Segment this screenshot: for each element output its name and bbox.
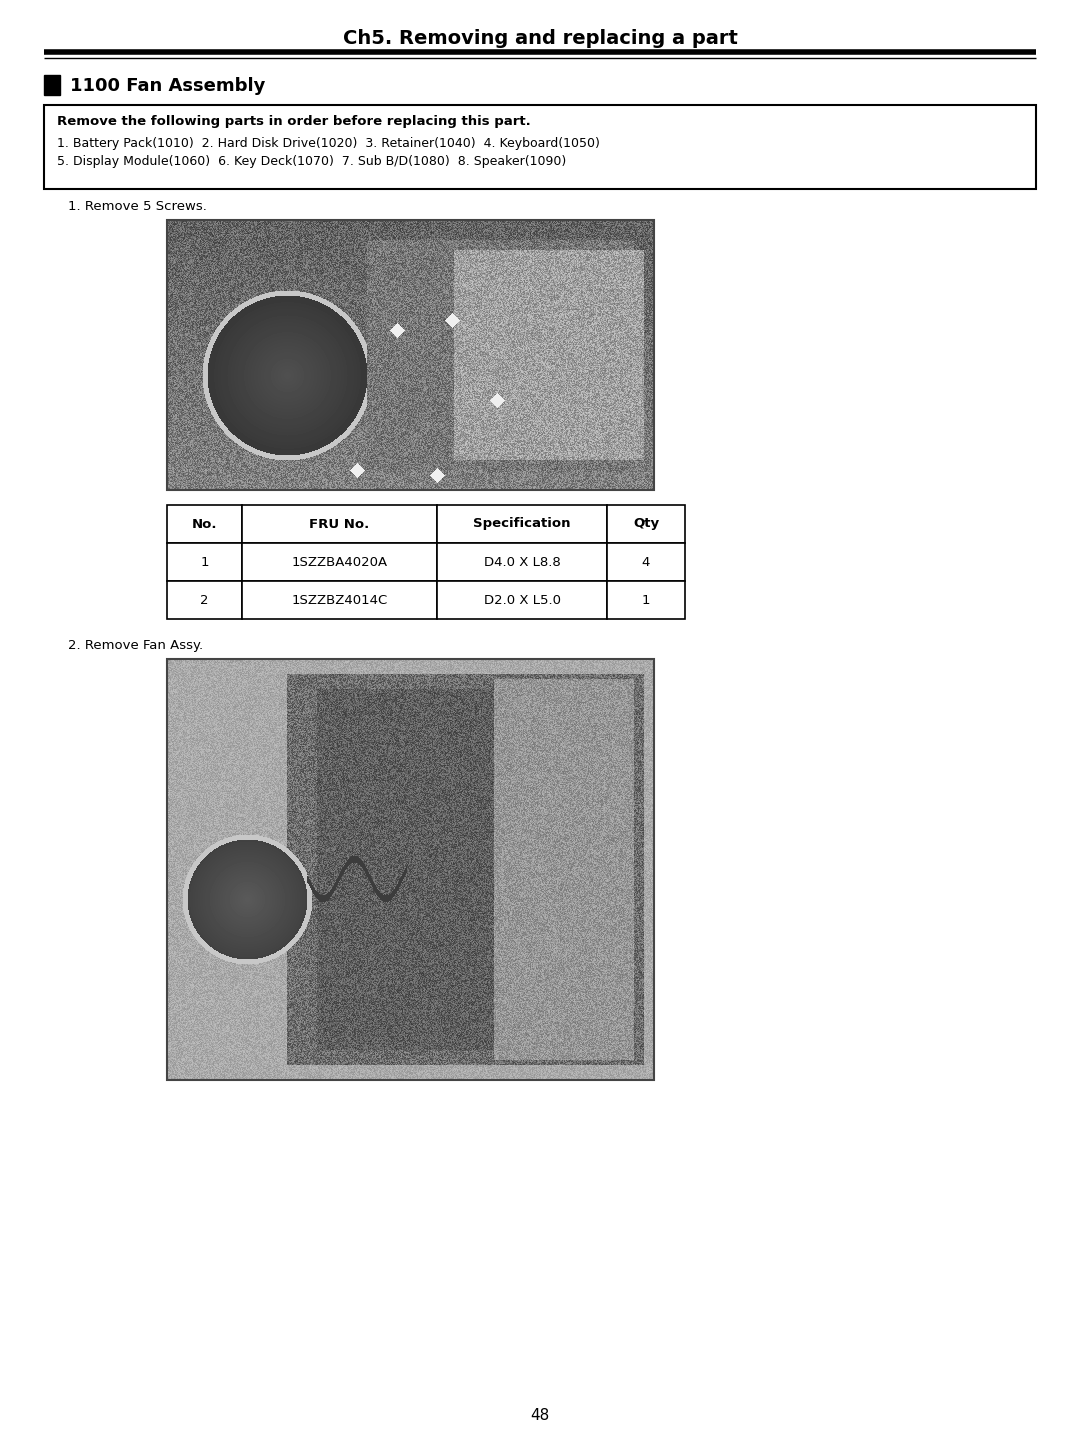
Text: FRU No.: FRU No. [309,517,369,530]
Text: D4.0 X L8.8: D4.0 X L8.8 [484,555,561,569]
Text: 2. Remove Fan Assy.: 2. Remove Fan Assy. [68,638,203,651]
Bar [167,581,242,620]
Bar [44,105,1036,189]
Text: No.: No. [192,517,217,530]
Bar [437,504,607,543]
Bar [167,659,654,1079]
Text: 1: 1 [642,594,650,607]
Text: 1. Remove 5 Screws.: 1. Remove 5 Screws. [68,199,207,212]
Text: Remove the following parts in order before replacing this part.: Remove the following parts in order befo… [57,115,530,128]
Text: 2: 2 [200,594,208,607]
Bar [437,543,607,581]
Text: 1. Battery Pack(1010)  2. Hard Disk Drive(1020)  3. Retainer(1040)  4. Keyboard(: 1. Battery Pack(1010) 2. Hard Disk Drive… [57,137,599,150]
Bar [607,543,685,581]
Bar [607,581,685,620]
Text: Specification: Specification [473,517,570,530]
Text: 1SZZBZ4014C: 1SZZBZ4014C [292,594,388,607]
Bar [607,504,685,543]
Text: 1SZZBA4020A: 1SZZBA4020A [292,555,388,569]
Text: Qty: Qty [633,517,659,530]
Bar [242,504,437,543]
Text: Ch5. Removing and replacing a part: Ch5. Removing and replacing a part [342,29,738,48]
Text: 1100 Fan Assembly: 1100 Fan Assembly [70,76,266,95]
Bar [167,504,242,543]
Text: D2.0 X L5.0: D2.0 X L5.0 [484,594,561,607]
Bar [167,543,242,581]
Bar [437,581,607,620]
Bar [242,543,437,581]
Text: 1: 1 [200,555,208,569]
Text: 4: 4 [642,555,650,569]
Bar [167,220,654,490]
Text: 48: 48 [530,1408,550,1422]
Bar [44,75,60,95]
Text: 5. Display Module(1060)  6. Key Deck(1070)  7. Sub B/D(1080)  8. Speaker(1090): 5. Display Module(1060) 6. Key Deck(1070… [57,156,566,169]
Bar [242,581,437,620]
